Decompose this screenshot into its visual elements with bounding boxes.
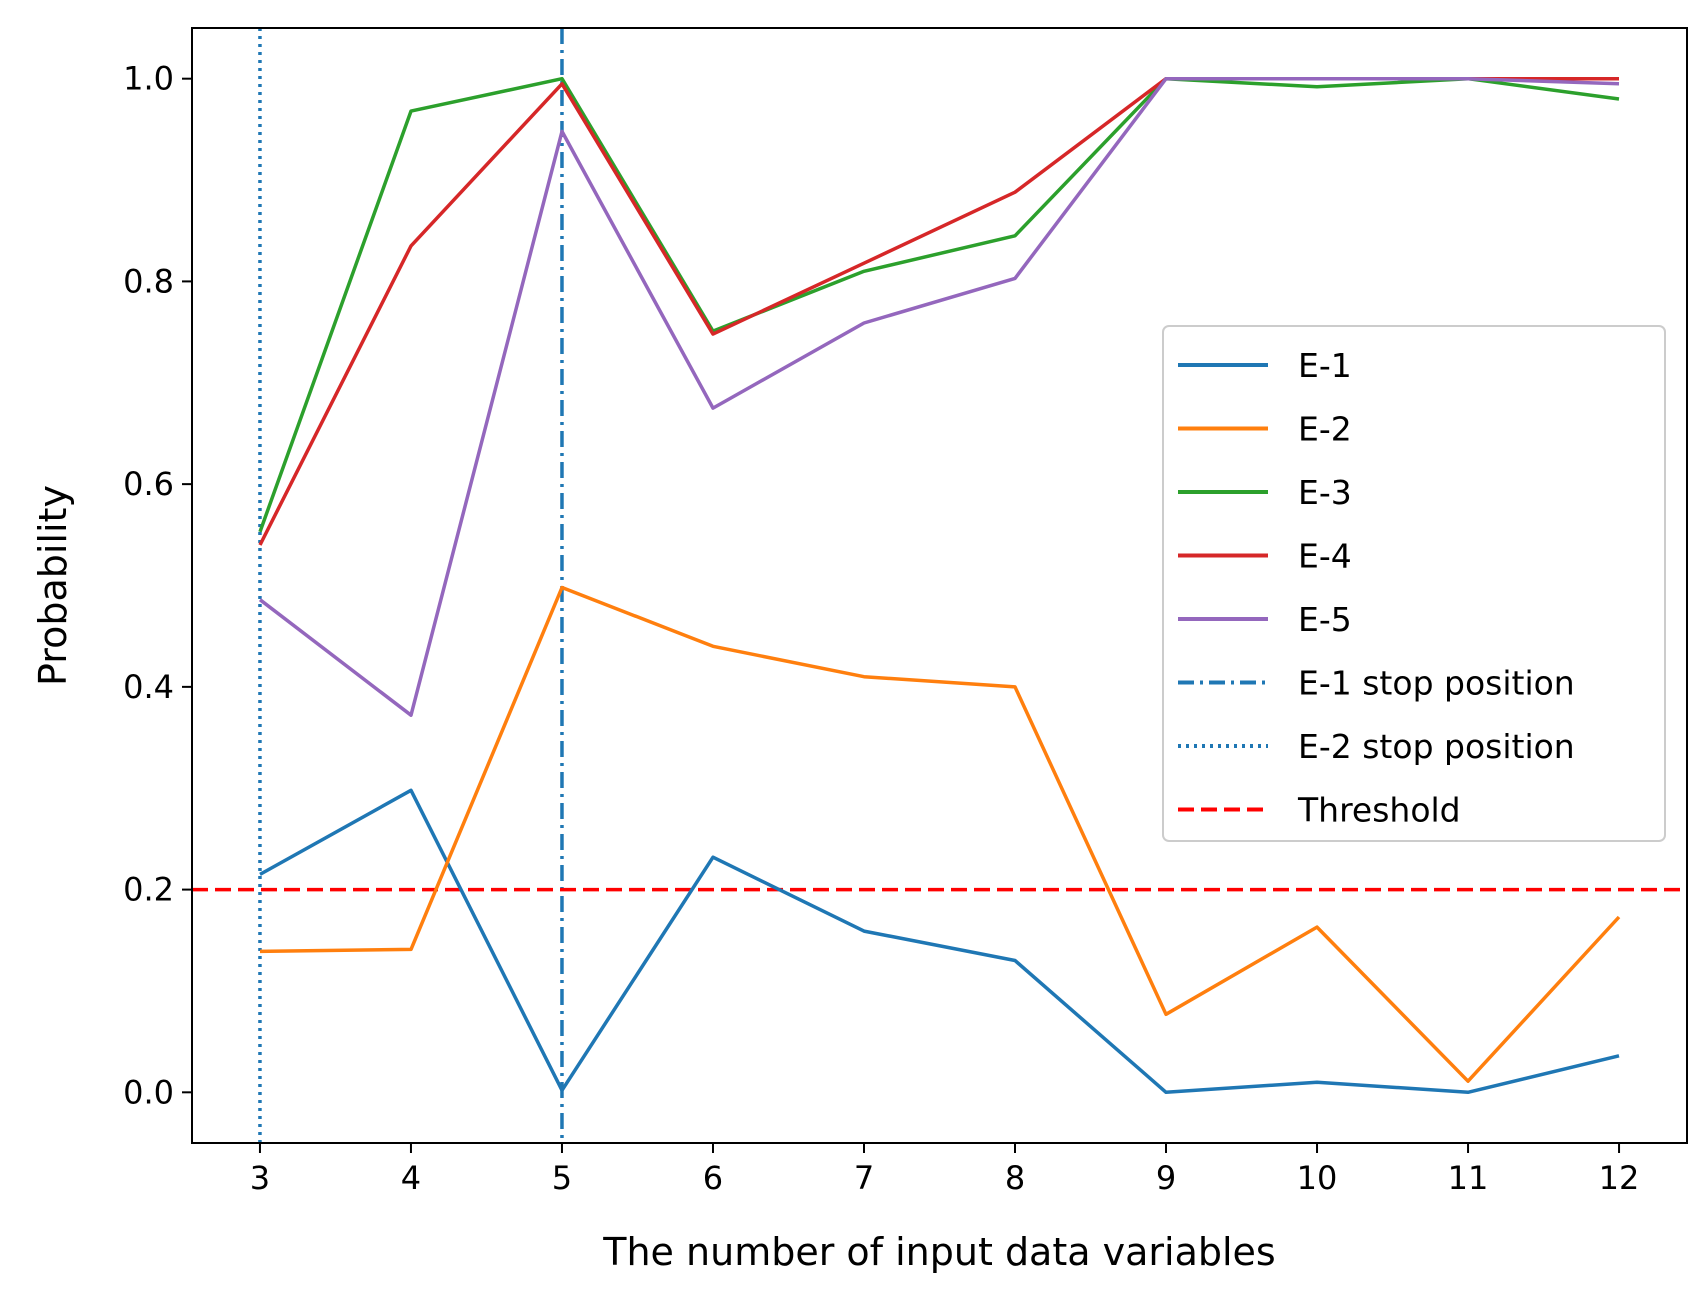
legend-box — [1162, 325, 1666, 842]
series-e-2-line — [259, 585, 1621, 1083]
series-e-3-line — [258, 76, 1620, 533]
legend-label-e-3: E-3 — [1298, 473, 1352, 512]
legend-label-e-5: E-5 — [1298, 600, 1352, 639]
x-tick-label: 4 — [401, 1159, 421, 1197]
x-tick-label: 7 — [854, 1159, 874, 1197]
series-e-5-line — [258, 76, 1620, 717]
y-tick-label: 0.6 — [123, 465, 174, 503]
legend-label-e-2-stop-position: E-2 stop position — [1298, 727, 1575, 766]
y-tick-label: 0.4 — [123, 668, 174, 706]
legend: E-1 E-2 E-3 E-4 E-5 E-1 stop position E-2 stop… — [1162, 325, 1666, 842]
reference-lines — [192, 28, 1687, 1143]
plot-frame — [191, 27, 1688, 1144]
y-tick-label: 0.0 — [123, 1073, 174, 1111]
x-tick-label: 11 — [1448, 1159, 1489, 1197]
y-tick-label: 1.0 — [123, 60, 174, 98]
legend-label-e-1-stop-position: E-1 stop position — [1298, 664, 1575, 703]
y-axis: 0.0 0.2 0.4 0.6 0.8 1.0 — [123, 60, 192, 1111]
y-tick-label: 0.2 — [123, 871, 174, 909]
x-tick-label: 3 — [250, 1159, 270, 1197]
legend-label-threshold: Threshold — [1297, 791, 1461, 830]
legend-label-e-4: E-4 — [1298, 537, 1352, 576]
x-axis: 3 4 5 6 7 8 9 10 11 12 — [250, 1143, 1640, 1197]
x-tick-label: 12 — [1599, 1159, 1640, 1197]
x-tick-label: 8 — [1005, 1159, 1025, 1197]
legend-label-e-2: E-2 — [1298, 410, 1352, 449]
x-tick-label: 10 — [1297, 1159, 1338, 1197]
series-lines — [258, 76, 1621, 1095]
legend-label-e-1: E-1 — [1298, 346, 1352, 385]
x-tick-label: 9 — [1156, 1159, 1176, 1197]
y-tick-label: 0.8 — [123, 262, 174, 300]
x-tick-label: 6 — [703, 1159, 723, 1197]
series-e-1-line — [259, 788, 1620, 1095]
y-axis-label: Probability — [31, 485, 75, 686]
x-axis-label: The number of input data variables — [602, 1230, 1275, 1274]
x-tick-label: 5 — [552, 1159, 572, 1197]
